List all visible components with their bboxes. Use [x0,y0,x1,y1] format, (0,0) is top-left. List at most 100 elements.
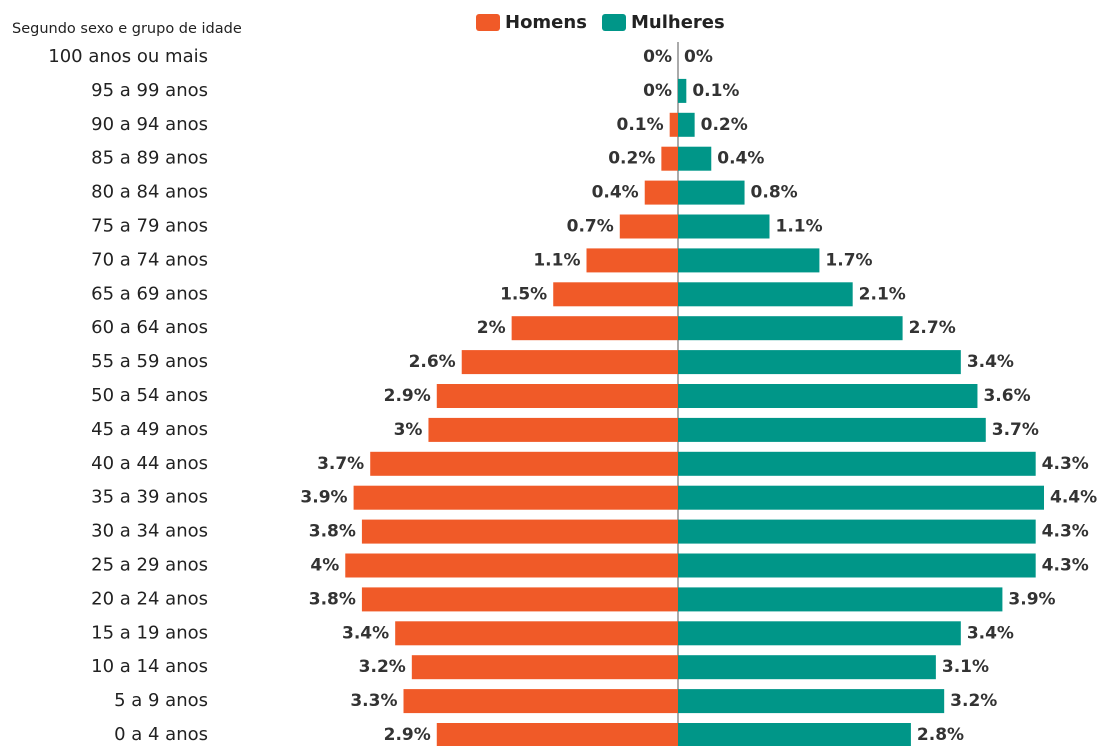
bar [461,350,678,375]
value-label: 2.7% [909,318,956,338]
value-label: 0% [643,47,672,67]
value-label: 4.4% [1050,488,1097,508]
bar [345,553,678,578]
value-label: 0.2% [701,115,748,135]
value-label: 3.9% [1008,589,1055,609]
bar [403,689,678,714]
value-label: 1.5% [500,284,547,304]
value-label: 2.1% [859,284,906,304]
category-label: 60 a 64 anos [91,317,208,338]
bar [678,655,936,680]
bar [678,451,1036,476]
category-label: 30 a 34 anos [91,521,208,542]
legend-label: Mulheres [631,12,725,33]
value-label: 3.2% [359,657,406,677]
category-label: 80 a 84 anos [91,182,208,203]
bar [353,485,678,510]
value-label: 3% [394,420,423,440]
bar [678,384,978,408]
bar [436,384,678,408]
bar [678,553,1036,578]
category-label: 0 a 4 anos [114,724,208,745]
value-label: 0.4% [592,183,639,203]
value-label: 1.7% [825,250,872,270]
bar [678,282,853,307]
value-label: 2% [477,318,506,338]
bar [644,180,678,205]
bar [661,146,678,171]
category-label: 65 a 69 anos [91,283,208,304]
value-label: 2.9% [384,386,431,406]
legend-label: Homens [505,12,587,33]
value-label: 0% [643,81,672,101]
category-label: 95 a 99 anos [91,80,208,101]
bar [411,655,678,680]
bar [678,248,820,273]
category-label: 75 a 79 anos [91,216,208,237]
bar [553,282,678,307]
bar [361,519,678,544]
category-label: 45 a 49 anos [91,419,208,440]
value-label: 2.9% [384,725,431,745]
category-label: 55 a 59 anos [91,351,208,372]
value-label: 2.8% [917,725,964,745]
category-label: 15 a 19 anos [91,622,208,643]
bar [436,723,678,746]
bar [428,417,678,442]
bar [678,621,961,646]
value-label: 0.8% [751,183,798,203]
category-label: 40 a 44 anos [91,453,208,474]
bar [511,316,678,341]
bar [678,112,695,137]
value-label: 3.9% [300,488,347,508]
bar [678,316,903,341]
value-label: 4.3% [1042,556,1089,576]
bar [678,180,745,205]
legend-swatch [602,14,626,31]
bar [678,350,961,375]
bar [678,587,1003,612]
value-label: 4.3% [1042,454,1089,474]
bar [370,451,678,476]
bar [395,621,678,646]
value-label: 3.8% [309,589,356,609]
bar [678,417,986,442]
category-label: 20 a 24 anos [91,588,208,609]
category-label: 35 a 39 anos [91,487,208,508]
value-label: 2.6% [409,352,456,372]
bar [678,689,945,714]
category-label: 90 a 94 anos [91,114,208,135]
category-label: 100 anos ou mais [48,46,208,67]
value-label: 3.2% [950,691,997,711]
category-label: 10 a 14 anos [91,656,208,677]
value-label: 3.7% [317,454,364,474]
value-label: 3.3% [350,691,397,711]
category-label: 5 a 9 anos [114,690,208,711]
value-label: 0.2% [608,149,655,169]
value-label: 0.1% [692,81,739,101]
value-label: 0.7% [567,217,614,237]
value-label: 0% [684,47,713,67]
value-label: 3.4% [967,623,1014,643]
value-label: 4% [310,556,339,576]
value-label: 3.1% [942,657,989,677]
value-label: 3.4% [967,352,1014,372]
value-label: 4.3% [1042,522,1089,542]
value-label: 0.4% [717,149,764,169]
bar [586,248,678,273]
bar [619,214,678,239]
chart-subtitle: Segundo sexo e grupo de idade [12,21,242,37]
value-label: 1.1% [533,250,580,270]
bar [678,146,712,171]
bar [678,78,687,103]
value-label: 3.4% [342,623,389,643]
value-label: 0.1% [617,115,664,135]
legend-swatch [476,14,500,31]
bar [678,519,1036,544]
bar [678,485,1044,510]
category-label: 25 a 29 anos [91,555,208,576]
bar [678,723,911,746]
value-label: 3.8% [309,522,356,542]
category-label: 70 a 74 anos [91,249,208,270]
